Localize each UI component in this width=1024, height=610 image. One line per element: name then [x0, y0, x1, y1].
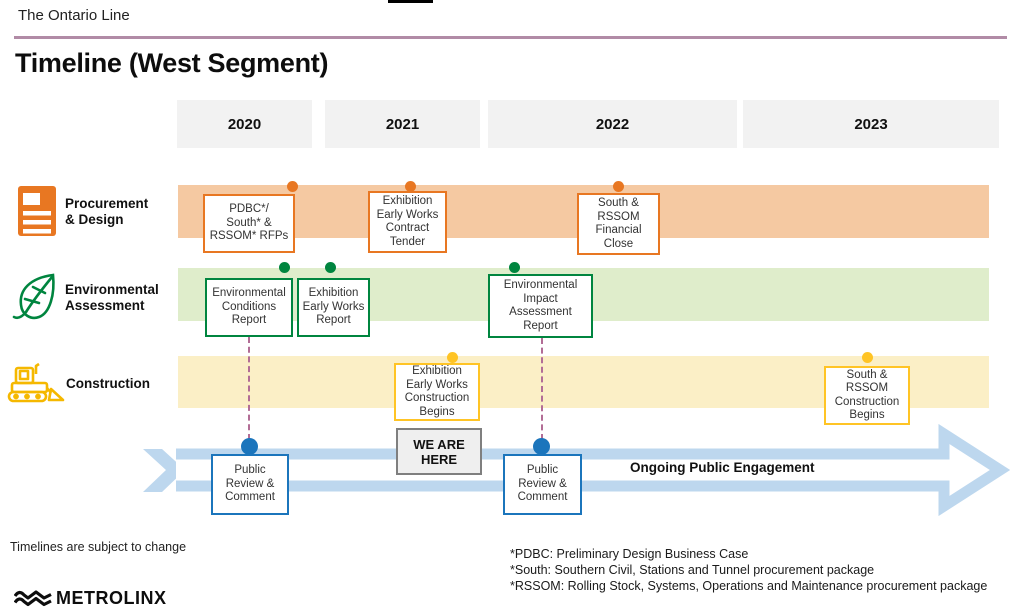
- milestone-environmental-conditions-report: Environmental Conditions Report: [205, 278, 293, 337]
- milestone-exhibition-early-works-report: Exhibition Early Works Report: [297, 278, 370, 337]
- ongoing-public-engagement-label: Ongoing Public Engagement: [630, 460, 815, 475]
- footnotes: *PDBC: Preliminary Design Business Case …: [510, 546, 987, 594]
- we-are-here-marker: WE ARE HERE: [396, 428, 482, 475]
- leaf-icon: [12, 272, 58, 324]
- timeline-marker-dot: [241, 438, 258, 455]
- metrolinx-wordmark: METROLINX: [56, 588, 167, 608]
- page-title: Timeline (West Segment): [15, 48, 329, 78]
- milestone-dot: [279, 262, 290, 273]
- milestone-dot: [325, 262, 336, 273]
- milestone-dot: [862, 352, 873, 363]
- milestone-pdbc-south-rssom-rfps: PDBC*/ South* & RSSOM* RFPs: [203, 194, 295, 253]
- public-review-comment-box-2: Public Review & Comment: [503, 454, 582, 515]
- timelines-disclaimer: Timelines are subject to change: [10, 540, 187, 554]
- milestone-dot: [613, 181, 624, 192]
- year-header-2021: 2021: [325, 100, 480, 148]
- milestone-exhibition-early-works-construction-begins: Exhibition Early Works Construction Begi…: [394, 363, 480, 421]
- construction-row-label: Construction: [66, 376, 150, 391]
- timeline-arrow: [138, 424, 1010, 516]
- footnote-rssom: *RSSOM: Rolling Stock, Systems, Operatio…: [510, 579, 988, 593]
- top-edge-artifact: [388, 0, 433, 3]
- environmental-row-label: Environmental Assessment: [65, 282, 159, 313]
- milestone-dot: [287, 181, 298, 192]
- bulldozer-icon: [4, 362, 66, 406]
- milestone-south-rssom-construction-begins: South & RSSOM Construction Begins: [824, 366, 910, 425]
- year-header-2022: 2022: [488, 100, 737, 148]
- year-header-2020: 2020: [177, 100, 312, 148]
- timeline-marker-dot: [533, 438, 550, 455]
- header-rule: [14, 36, 1007, 39]
- milestone-dot: [509, 262, 520, 273]
- footnote-south: *South: Southern Civil, Stations and Tun…: [510, 563, 875, 577]
- connector-dashed-line: [248, 337, 250, 440]
- page-eyebrow: The Ontario Line: [18, 7, 130, 24]
- milestone-exhibition-early-works-contract-tender: Exhibition Early Works Contract Tender: [368, 191, 447, 253]
- connector-dashed-line: [541, 338, 543, 440]
- year-header-2023: 2023: [743, 100, 999, 148]
- footnote-pdbc: *PDBC: Preliminary Design Business Case: [510, 547, 749, 561]
- public-review-comment-box-1: Public Review & Comment: [211, 454, 289, 515]
- document-icon: [18, 186, 56, 236]
- procurement-row-label: Procurement & Design: [65, 196, 149, 227]
- milestone-south-rssom-financial-close: South & RSSOM Financial Close: [577, 193, 660, 255]
- milestone-dot: [447, 352, 458, 363]
- metrolinx-logo-icon: [14, 589, 52, 607]
- milestone-environmental-impact-assessment-report: Environmental Impact Assessment Report: [488, 274, 593, 338]
- milestone-dot: [405, 181, 416, 192]
